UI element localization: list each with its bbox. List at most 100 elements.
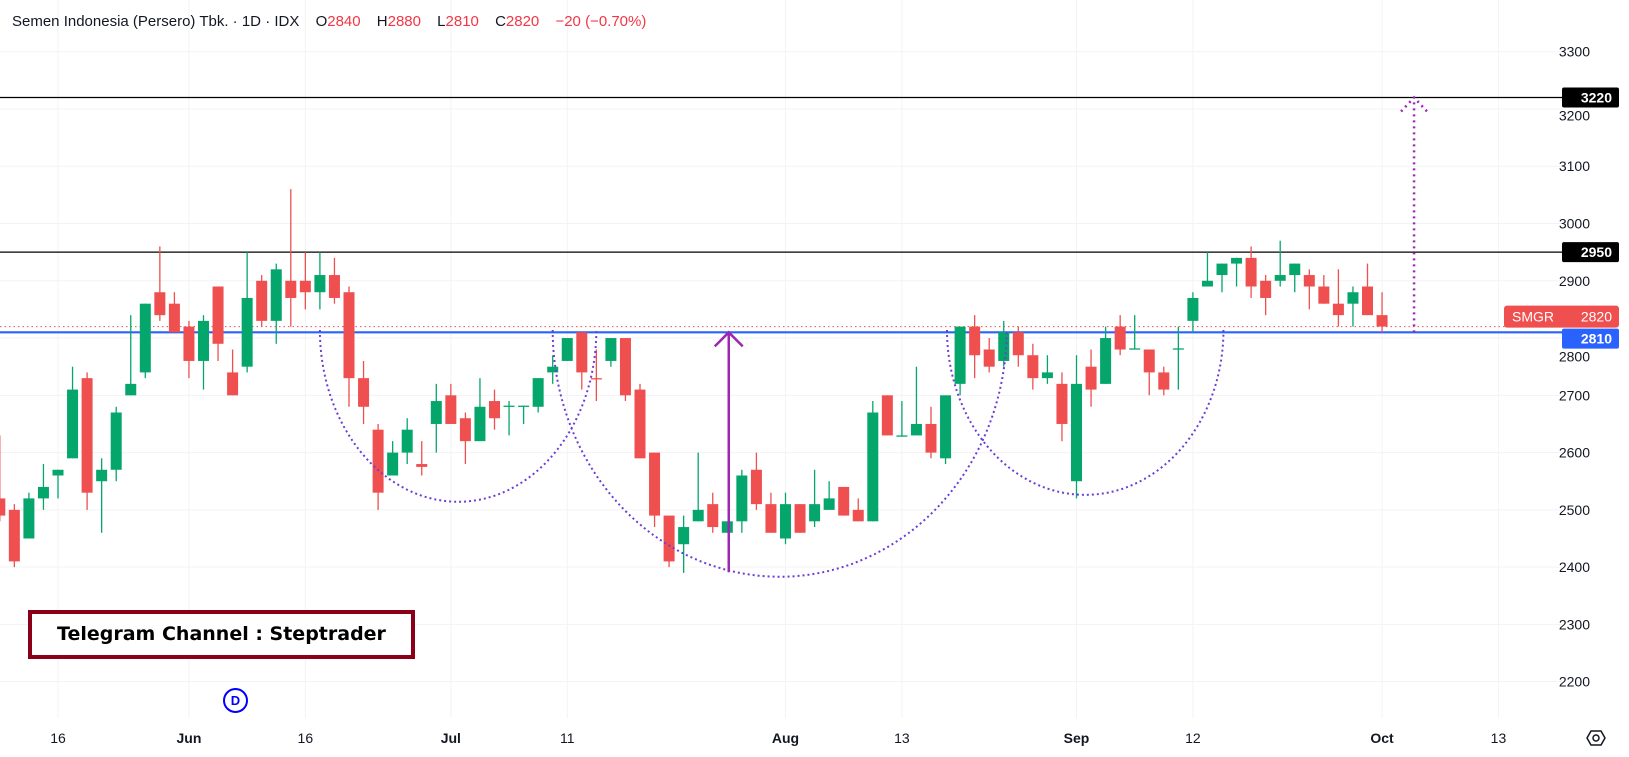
candle-79 [1143,349,1155,396]
drawings [0,96,1562,334]
chart-legend-header: Semen Indonesia (Persero) Tbk. · 1D · ID… [12,13,646,30]
candle-94 [1362,263,1373,316]
candle-body [736,475,748,522]
candle-body [23,498,35,539]
candle-62 [896,401,908,437]
candle-6 [81,372,93,510]
candle-body [838,486,850,516]
candle-body [780,504,791,539]
candle-0 [0,435,6,522]
candle-87 [1260,275,1272,316]
candle-body [372,429,384,493]
candle-73 [1056,372,1068,442]
high-label: H [376,13,388,30]
candle-59 [852,498,864,522]
candle-body [1056,383,1068,424]
candle-25 [358,360,370,424]
candle-45 [649,452,661,528]
candle-body [1143,349,1155,373]
candle-12 [168,292,180,333]
date-tick-label: Sep [1064,730,1090,746]
candle-body [110,412,122,470]
candle-72 [1041,355,1053,384]
candle-15 [212,286,224,361]
candle-16 [227,349,239,396]
date-axis[interactable]: 16 Jun 16 Jul 11 Aug 13 Sep 12 Oct 13 [50,730,1506,746]
candle-64 [925,406,937,459]
candle-35 [503,401,515,436]
candle-body [285,280,297,298]
candle-42 [605,338,617,367]
date-tick-label: Jul [441,730,461,746]
candle-body [459,418,471,442]
candle-95 [1376,292,1388,333]
date-tick-label: Aug [772,730,799,746]
candle-46 [663,515,675,568]
candle-body [518,405,530,407]
candle-body [0,498,6,516]
candle-body [619,338,631,396]
separator: · [232,13,238,30]
candle-body [416,464,428,467]
candle-93 [1347,286,1359,327]
price-labels: 3220 2950 SMGR 2820 2810 [1504,87,1619,349]
interval[interactable]: 1D [241,13,262,30]
candle-body [358,378,370,407]
pattern-drawings [318,95,1428,578]
candle-26 [372,423,384,510]
candle-body [692,509,704,522]
dividend-event-badge[interactable]: D [223,688,248,713]
candle-67 [969,315,981,379]
candle-58 [838,486,850,516]
candle-body [445,395,457,424]
candle-body [1231,257,1243,264]
candle-body [67,389,79,459]
candle-60 [867,401,879,522]
candle-body [37,486,49,499]
candle-71 [1027,343,1039,390]
chart-settings-icon[interactable] [1585,727,1607,749]
depth-arrow-head [713,330,744,348]
candle-body [954,326,966,384]
candle-body [1274,275,1286,281]
candle-body [547,366,559,373]
candle-34 [489,389,500,430]
candle-body [1216,263,1228,276]
candle-body [430,401,442,424]
candle-body [809,504,821,522]
candle-body [881,395,893,436]
candle-76 [1100,326,1112,384]
candle-body [663,515,675,562]
candle-77 [1114,315,1126,356]
candle-body [1376,315,1388,327]
candle-body [1318,286,1330,304]
last-price-symbol: SMGR [1512,309,1554,325]
price-tick-label: 3000 [1559,216,1590,232]
candle-50 [721,521,733,533]
candle-53 [765,492,777,533]
price-axis[interactable]: 3300 3200 3100 3000 2900 2800 2700 2600 2500 2400… [1559,44,1590,690]
candle-body [925,423,937,453]
candle-body [1289,263,1301,276]
price-tick-label: 2400 [1559,559,1590,575]
last-price-value: 2820 [1581,309,1612,325]
symbol-name[interactable]: Semen Indonesia (Persero) Tbk. [12,13,229,30]
candle-63 [910,366,922,436]
candle-27 [387,441,399,476]
separator: · [265,13,271,30]
candle-38 [547,355,559,384]
candle-body [198,320,209,361]
candle-body [910,423,922,436]
candle-body [649,452,661,516]
candle-32 [459,412,471,465]
candle-body [1332,303,1344,316]
candle-84 [1216,263,1228,293]
candle-21 [299,252,311,310]
candle-body [125,383,137,396]
candle-18 [256,275,268,327]
candle-90 [1303,269,1315,310]
candle-44 [634,383,646,459]
candle-82 [1187,292,1199,333]
date-tick-label: 16 [50,730,66,746]
